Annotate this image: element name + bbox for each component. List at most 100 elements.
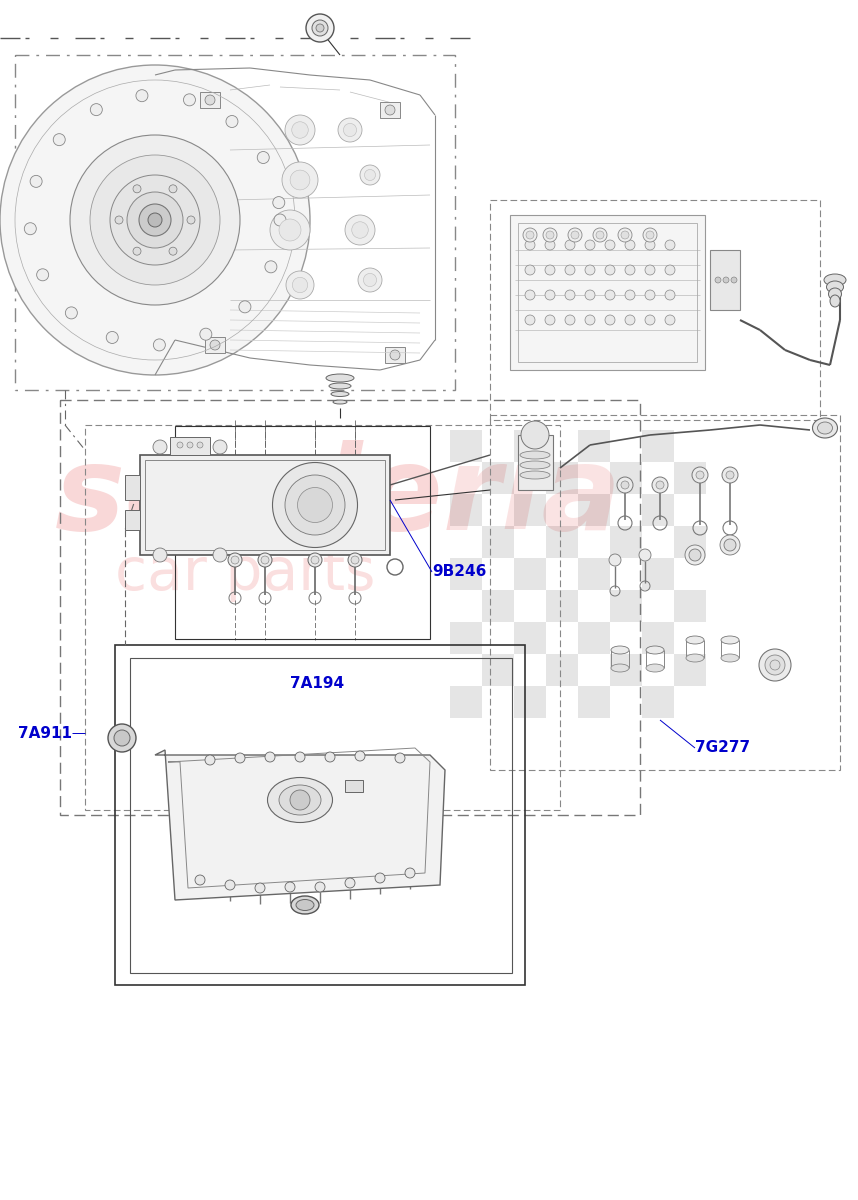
Bar [578,526,610,558]
Circle shape [210,340,220,350]
Circle shape [656,481,664,490]
Ellipse shape [813,418,837,438]
Ellipse shape [291,896,319,914]
Circle shape [70,134,240,305]
Ellipse shape [830,295,840,307]
Bar [514,494,546,526]
Circle shape [545,240,555,250]
Circle shape [345,215,375,245]
Bar [546,686,578,718]
Circle shape [290,790,310,810]
Ellipse shape [329,383,351,389]
Circle shape [585,290,595,300]
Circle shape [645,314,655,325]
Ellipse shape [611,664,629,672]
Bar [450,622,482,654]
Ellipse shape [646,646,664,654]
Ellipse shape [520,470,550,479]
Circle shape [355,751,365,761]
Ellipse shape [646,664,664,672]
Circle shape [338,118,362,142]
Text: car parts: car parts [115,545,376,602]
Circle shape [308,553,322,566]
Bar [578,430,610,462]
Bar [450,558,482,590]
Circle shape [605,240,615,250]
Circle shape [177,442,183,448]
Bar [578,462,610,494]
Circle shape [205,755,215,766]
Bar [514,654,546,686]
Bar [674,462,706,494]
Ellipse shape [611,646,629,654]
Circle shape [343,124,357,137]
Circle shape [665,290,675,300]
Circle shape [30,175,42,187]
Circle shape [358,268,382,292]
Circle shape [270,210,310,250]
Circle shape [565,265,575,275]
Bar [642,558,674,590]
Circle shape [724,539,736,551]
Bar [610,526,642,558]
Circle shape [286,271,314,299]
Bar [450,590,482,622]
Bar [674,558,706,590]
Bar [115,646,525,985]
Bar [642,430,674,462]
Bar [345,780,363,792]
Circle shape [257,151,269,163]
Circle shape [652,476,668,493]
Circle shape [282,162,318,198]
Ellipse shape [721,636,739,644]
Circle shape [226,115,238,127]
Circle shape [261,556,269,564]
Circle shape [665,314,675,325]
Circle shape [114,730,130,746]
Circle shape [364,274,377,287]
Circle shape [197,442,203,448]
Bar [482,590,514,622]
Circle shape [609,554,621,566]
Bar [125,475,140,500]
Ellipse shape [268,778,333,822]
Polygon shape [155,750,445,900]
Circle shape [585,265,595,275]
Circle shape [726,470,734,479]
Bar [514,590,546,622]
Circle shape [225,880,235,890]
Bar [380,102,400,118]
Circle shape [646,230,654,239]
Bar [140,455,390,554]
Circle shape [625,240,635,250]
Circle shape [571,230,579,239]
Text: 9B246: 9B246 [432,564,486,580]
Circle shape [153,548,167,562]
Bar [546,590,578,622]
Circle shape [228,553,242,566]
Circle shape [285,115,315,145]
Circle shape [689,550,701,560]
Ellipse shape [331,391,349,396]
Circle shape [545,265,555,275]
Bar [450,526,482,558]
Bar [514,686,546,718]
Circle shape [239,301,251,313]
Circle shape [153,440,167,454]
Ellipse shape [721,654,739,662]
Circle shape [290,170,310,190]
Ellipse shape [279,785,321,815]
Circle shape [665,265,675,275]
Bar [610,622,642,654]
Circle shape [605,314,615,325]
Circle shape [525,240,535,250]
Circle shape [545,290,555,300]
Bar [482,494,514,526]
Circle shape [108,724,136,752]
Bar [642,590,674,622]
Bar [450,654,482,686]
Bar [610,462,642,494]
Circle shape [621,481,629,490]
Bar [578,590,610,622]
Circle shape [205,95,215,104]
